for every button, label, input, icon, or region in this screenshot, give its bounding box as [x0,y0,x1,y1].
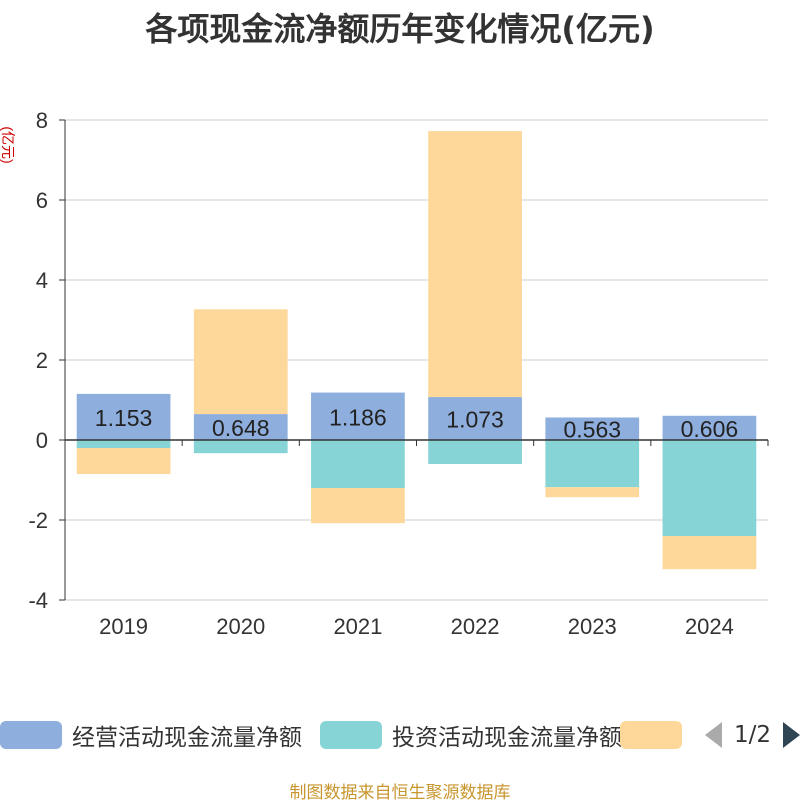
legend-item-operating[interactable]: 经营活动现金流量净额 [0,713,302,757]
axes-group: -4 -2 0 2 4 6 8 2019 2020 2021 2022 2023 2024 [28,108,769,639]
bar-operating-2021 [311,392,405,440]
bar-investing-2019 [76,440,171,448]
x-tick-label-2020: 2020 [216,614,265,639]
y-tick-label: 4 [36,268,48,293]
bars-group [76,131,757,570]
legend-label-investing: 投资活动现金流量净额 [392,725,622,751]
data-label-2023: 0.563 [563,417,621,443]
data-label-2022: 1.073 [446,407,504,433]
source-note: 制图数据来自恒生聚源数据库 [289,783,511,803]
bar-financing-2023 [545,487,640,498]
x-tick-label-2024: 2024 [685,614,734,639]
x-tick-label-2019: 2019 [99,614,148,639]
data-labels-group: 1.153 0.648 1.186 1.073 0.563 0.606 [95,404,738,442]
next-page-icon[interactable] [783,722,800,748]
bar-financing-2024 [662,536,757,570]
legend-item-investing[interactable]: 投资活动现金流量净额 [320,713,622,757]
bar-financing-2020 [193,309,288,415]
data-label-2020: 0.648 [212,415,270,441]
bar-operating-2024 [662,415,757,440]
x-tick-label-2023: 2023 [568,614,617,639]
y-tick-label: 2 [36,348,48,373]
legend-swatch-operating [0,721,62,749]
x-tick-label-2022: 2022 [451,614,500,639]
legend-pager: 1/2 [704,713,800,757]
legend-swatch-investing [320,721,382,749]
y-tick-label: 8 [36,108,48,133]
grid-lines [65,119,768,601]
y-axis-unit: (亿元) [0,126,16,163]
legend-item-financing[interactable] [620,713,682,757]
x-tick-label-2021: 2021 [333,614,382,639]
legend-swatch-financing [620,721,682,749]
legend-page-indicator: 1/2 [733,722,771,748]
y-tick-label: -2 [28,508,48,533]
bar-operating-2023 [545,417,640,440]
bar-investing-2023 [545,440,640,488]
data-label-2021: 1.186 [329,404,387,430]
bar-investing-2024 [662,440,757,536]
y-tick-label: 0 [36,428,48,453]
bar-operating-2019 [76,393,171,440]
legend: 经营活动现金流量净额 投资活动现金流量净额 1/2 [0,713,800,757]
bar-investing-2021 [311,440,405,488]
prev-page-icon[interactable] [704,722,722,748]
y-tick-label: 6 [36,188,48,213]
data-label-2024: 0.606 [681,416,739,442]
bar-investing-2020 [193,440,288,454]
legend-label-operating: 经营活动现金流量净额 [72,725,302,751]
chart-svg: -4 -2 0 2 4 6 8 2019 2020 2021 2022 2023 2024 1.153 0… [0,108,769,639]
bar-investing-2022 [428,440,522,464]
bar-operating-2022 [428,397,522,440]
chart-title: 各项现金流净额历年变化情况(亿元) [145,10,655,48]
data-label-2019: 1.153 [95,405,153,431]
y-tick-label: -4 [28,588,48,613]
bar-operating-2020 [193,414,288,440]
bar-financing-2022 [428,131,522,398]
bar-financing-2019 [76,448,171,474]
bar-financing-2021 [311,488,405,524]
